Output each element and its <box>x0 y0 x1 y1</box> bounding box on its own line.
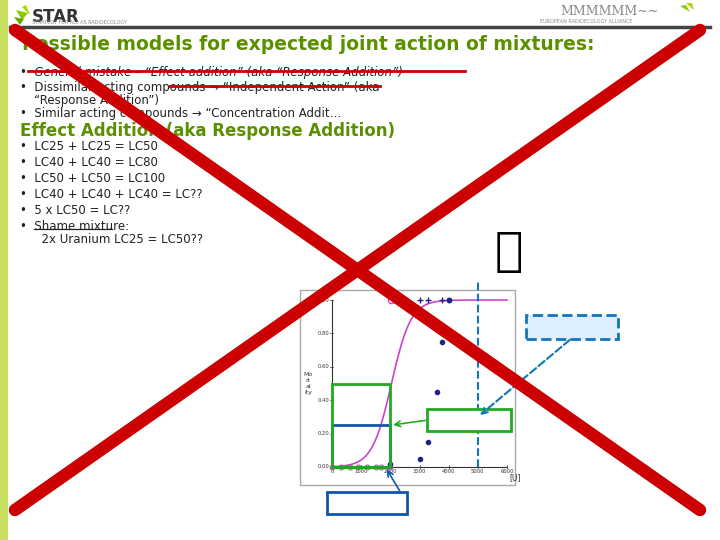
Bar <box>0 0 8 540</box>
Text: 👎: 👎 <box>495 230 523 275</box>
Text: 25: 25 <box>456 423 466 429</box>
Text: •  Dissimilar acting compounds → “Independent Action” (aka: • Dissimilar acting compounds → “Indepen… <box>20 81 379 94</box>
Text: 2x LC: 2x LC <box>537 322 567 332</box>
Polygon shape <box>686 3 694 10</box>
Bar <box>300 290 515 485</box>
FancyBboxPatch shape <box>427 409 511 431</box>
Text: •  Similar acting compounds → “Concentration Addit…: • Similar acting compounds → “Concentrat… <box>20 107 341 120</box>
Text: •  LC40 + LC40 = LC80: • LC40 + LC40 = LC80 <box>20 156 158 169</box>
FancyBboxPatch shape <box>526 315 618 339</box>
Text: Effect Addition (aka Response Addition): Effect Addition (aka Response Addition) <box>20 122 395 140</box>
Polygon shape <box>16 10 28 20</box>
Bar <box>332 383 390 467</box>
Text: 2x Uranium LC25 = LC50??: 2x Uranium LC25 = LC50?? <box>34 233 203 246</box>
Text: 5000: 5000 <box>471 469 485 474</box>
Text: 0: 0 <box>330 469 333 474</box>
Text: •  LC50 + LC50 = LC100: • LC50 + LC50 = LC100 <box>20 172 165 185</box>
Text: 3000: 3000 <box>413 469 426 474</box>
Text: 25: 25 <box>557 330 567 336</box>
Polygon shape <box>22 5 30 15</box>
Text: MMMMMM∼∼: MMMMMM∼∼ <box>560 5 658 18</box>
Text: 0.00: 0.00 <box>318 464 329 469</box>
Text: STAR: STAR <box>32 8 80 26</box>
Text: =2500: =2500 <box>365 498 400 508</box>
Text: 2000: 2000 <box>384 469 397 474</box>
Text: 0.80: 0.80 <box>318 331 329 336</box>
Text: 4000: 4000 <box>442 469 456 474</box>
Text: EUROPEAN RADIOECOLOGY ALLIANCE: EUROPEAN RADIOECOLOGY ALLIANCE <box>540 19 632 24</box>
Text: Possible models for expected joint action of mixtures:: Possible models for expected joint actio… <box>22 35 595 54</box>
Text: LC: LC <box>452 415 466 425</box>
Text: •  5 x LC50 = LC??: • 5 x LC50 = LC?? <box>20 204 130 217</box>
Polygon shape <box>14 17 24 25</box>
Text: •  LC40 + LC40 + LC40 = LC??: • LC40 + LC40 + LC40 = LC?? <box>20 188 202 201</box>
Bar <box>332 426 390 467</box>
Text: 1.00: 1.00 <box>318 298 329 302</box>
Text: [U]: [U] <box>509 473 521 482</box>
Text: 0.20: 0.20 <box>318 431 329 436</box>
Text: “Response Addition”): “Response Addition”) <box>34 94 159 107</box>
Text: STRATEGY FOR ALL AS RADIOECOLOGY: STRATEGY FOR ALL AS RADIOECOLOGY <box>32 20 127 25</box>
Polygon shape <box>680 5 690 12</box>
Text: 6000: 6000 <box>500 469 514 474</box>
Text: •  General mistake – “Effect addition” (aka “Response Addition”): • General mistake – “Effect addition” (a… <box>20 66 403 79</box>
FancyBboxPatch shape <box>327 492 407 514</box>
Text: Mo
rt
al
ity: Mo rt al ity <box>303 372 312 395</box>
Text: •  LC25 + LC25 = LC50: • LC25 + LC25 = LC50 <box>20 140 158 153</box>
Text: =2700: =2700 <box>467 415 502 425</box>
Text: 1000: 1000 <box>354 469 368 474</box>
Text: LC: LC <box>351 498 364 508</box>
Text: •  Shame mixture:: • Shame mixture: <box>20 220 129 233</box>
Text: =5000: =5000 <box>568 322 603 332</box>
Text: 0.60: 0.60 <box>318 364 329 369</box>
Text: 0.40: 0.40 <box>318 397 329 403</box>
Text: 25: 25 <box>354 506 364 512</box>
